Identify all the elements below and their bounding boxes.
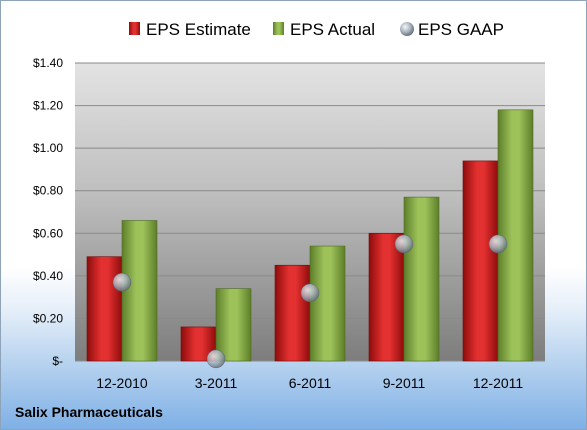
x-category-label: 12-2011 [473, 375, 524, 391]
x-category-label: 3-2011 [195, 375, 238, 391]
eps-gaap-marker [394, 234, 414, 254]
x-category-label: 9-2011 [383, 375, 426, 391]
x-category-label: 6-2011 [289, 375, 332, 391]
y-tick-label: $1.40 [33, 56, 63, 70]
eps-gaap-marker [112, 272, 132, 292]
y-tick-label: $0.60 [33, 226, 63, 240]
eps-gaap-marker [300, 283, 320, 303]
y-tick-label: $1.00 [33, 141, 63, 155]
eps-gaap-marker [206, 349, 226, 369]
eps-actual-bar [215, 288, 252, 362]
legend-swatch [129, 22, 140, 35]
y-tick-label: $0.40 [33, 269, 63, 283]
company-name: Salix Pharmaceuticals [15, 404, 163, 420]
eps-estimate-bar [462, 160, 499, 362]
x-category-label: 12-2010 [96, 375, 148, 391]
eps-actual-bar [309, 245, 346, 362]
legend: EPS Estimate EPS Actual EPS GAAP [129, 20, 504, 39]
legend-label: EPS Actual [290, 20, 375, 39]
x-axis-categories: 12-2010 3-2011 6-2011 9-2011 12-2011 [96, 375, 523, 391]
bars [86, 109, 534, 362]
eps-estimate-bar [86, 256, 123, 362]
y-tick-label: $1.20 [33, 99, 63, 113]
y-tick-label: $- [52, 354, 63, 368]
legend-swatch [400, 22, 414, 36]
gaap-markers [112, 234, 508, 369]
y-axis-ticks: $- $0.20 $0.40 $0.60 $0.80 $1.00 $1.20 $1.40 [33, 56, 63, 368]
eps-actual-bar [497, 109, 534, 362]
legend-label: EPS Estimate [146, 20, 251, 39]
eps-gaap-marker [488, 234, 508, 254]
y-tick-label: $0.20 [33, 311, 63, 325]
eps-actual-bar [121, 220, 158, 362]
eps-estimate-bar [274, 264, 311, 362]
y-tick-label: $0.80 [33, 184, 63, 198]
eps-actual-bar [403, 196, 440, 362]
legend-swatch [273, 22, 284, 35]
legend-label: EPS GAAP [418, 20, 504, 39]
eps-estimate-bar [368, 232, 405, 362]
